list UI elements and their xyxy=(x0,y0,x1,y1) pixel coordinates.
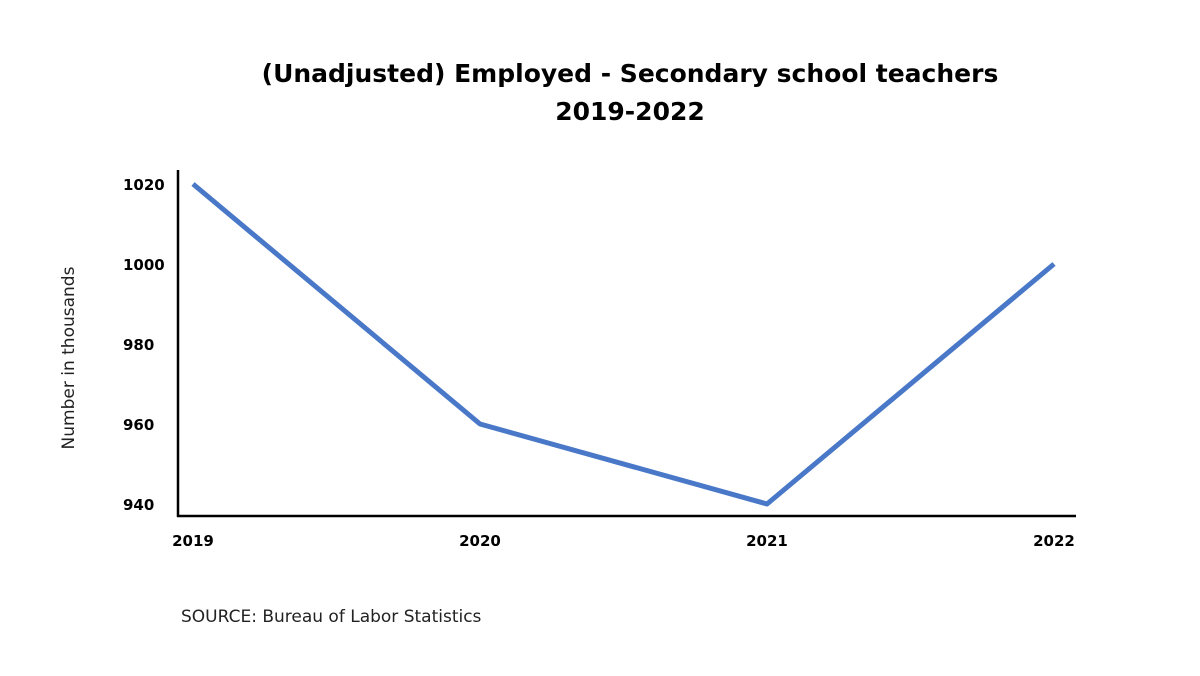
y-tick-label: 1000 xyxy=(123,256,165,274)
chart-title: (Unadjusted) Employed - Secondary school… xyxy=(0,55,1200,131)
y-tick-label: 940 xyxy=(123,496,154,514)
y-tick-label: 980 xyxy=(123,336,154,354)
series-line xyxy=(191,182,1056,507)
y-axis-label: Number in thousands xyxy=(59,266,79,449)
x-tick-label: 2022 xyxy=(1033,532,1075,550)
y-tick-label: 1020 xyxy=(123,176,165,194)
source-note: SOURCE: Bureau of Labor Statistics xyxy=(181,607,482,627)
x-tick-label: 2021 xyxy=(746,532,788,550)
chart-title-main: (Unadjusted) Employed - Secondary school… xyxy=(261,59,999,88)
chart-subtitle: 2019-2022 xyxy=(555,97,705,126)
y-tick-label: 960 xyxy=(123,416,154,434)
x-tick-label: 2020 xyxy=(459,532,501,550)
x-tick-label: 2019 xyxy=(172,532,214,550)
